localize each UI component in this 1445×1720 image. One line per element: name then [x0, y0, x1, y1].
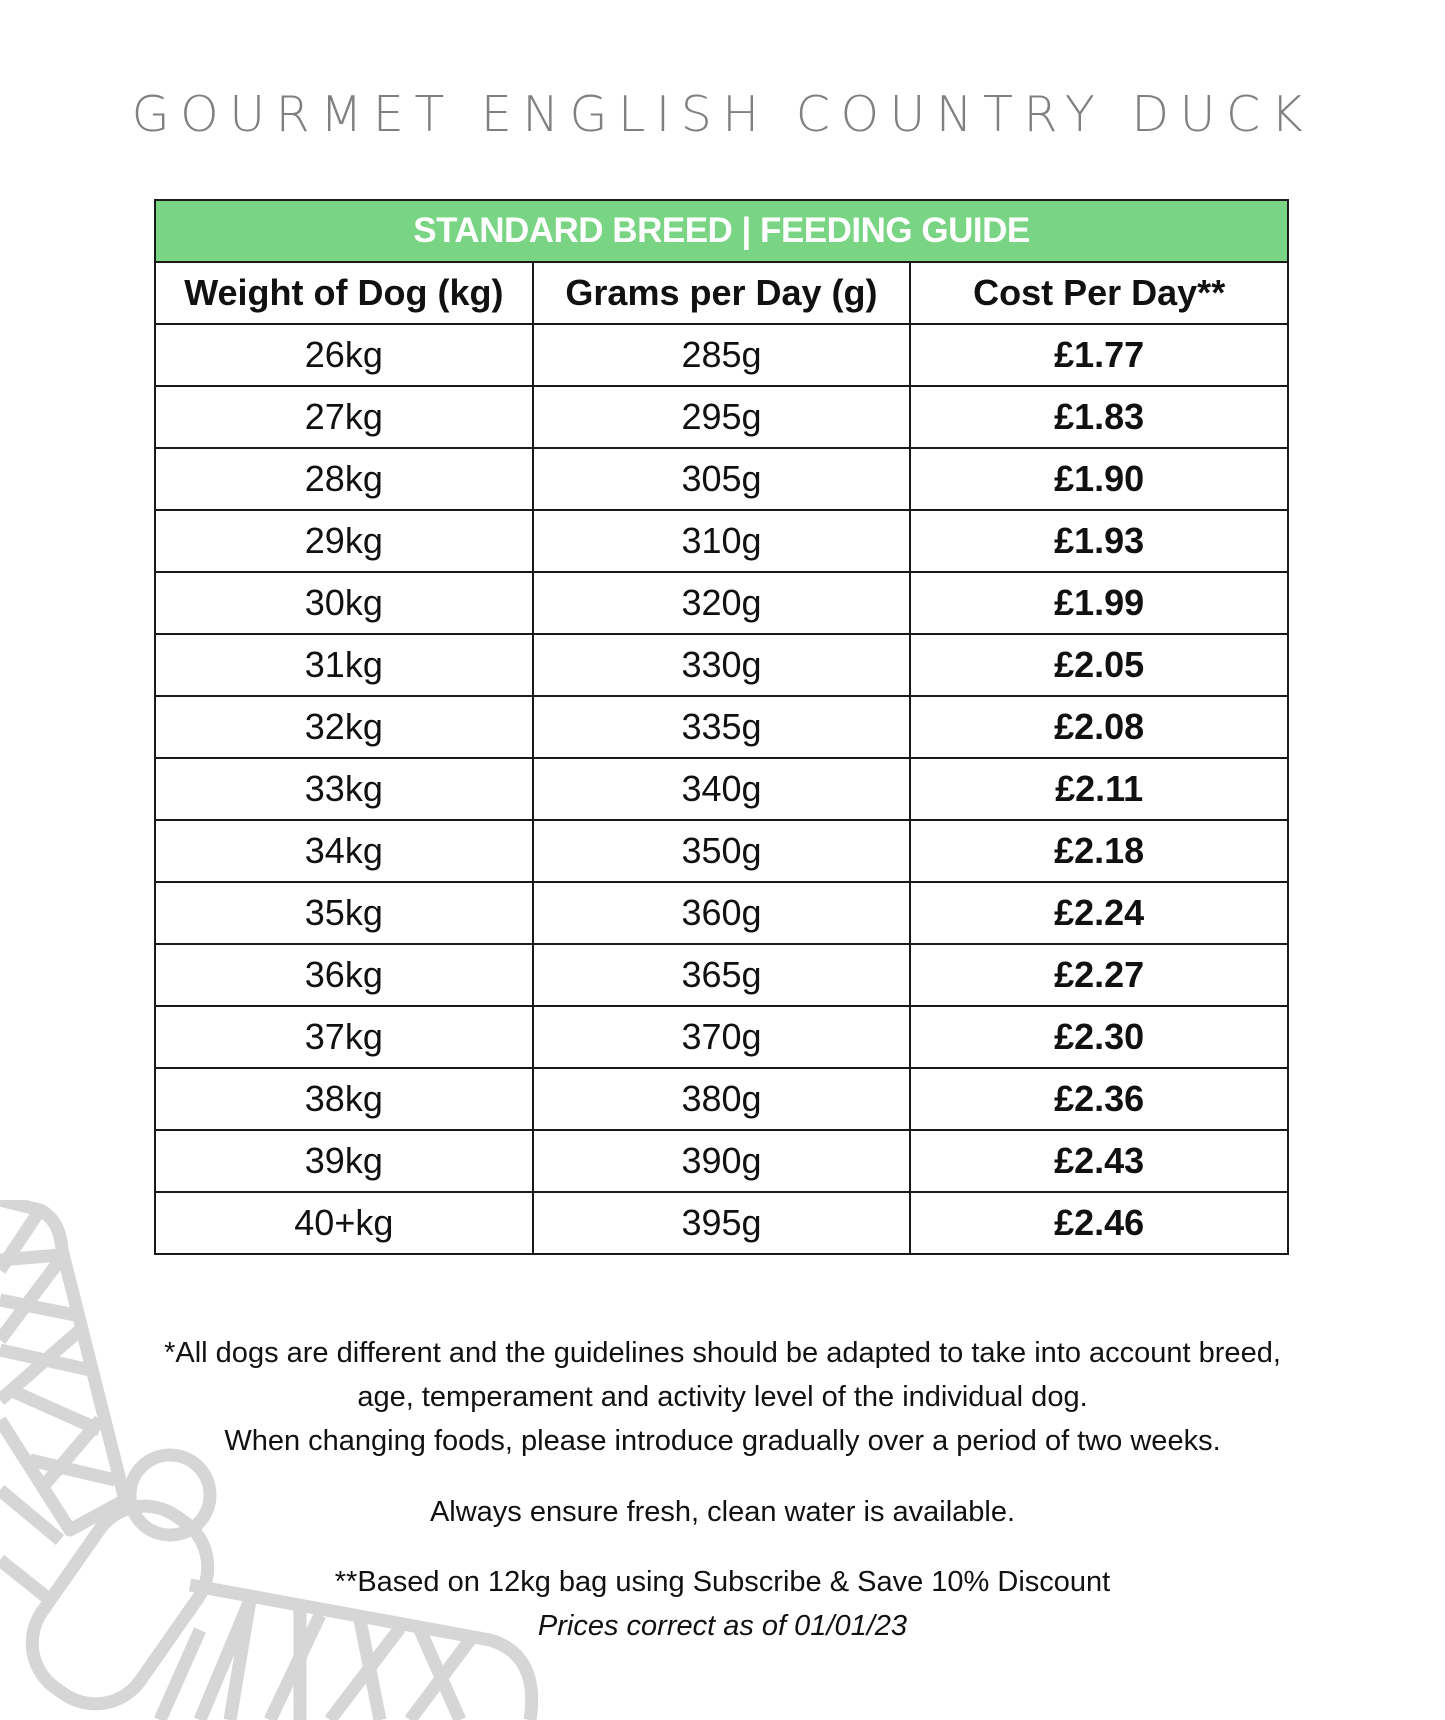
cost-basis-note: **Based on 12kg bag using Subscribe & Sa… — [334, 1566, 1111, 1598]
weight-cell: 39kg — [154, 1129, 534, 1193]
cost-cell: £2.30 — [909, 1005, 1289, 1069]
table-banner: STANDARD BREED | FEEDING GUIDE — [154, 199, 1289, 263]
table-row: 29kg 310g £1.93 — [154, 509, 1289, 573]
table-row: 37kg 370g £2.30 — [154, 1005, 1289, 1069]
table-row: 38kg 380g £2.36 — [154, 1067, 1289, 1131]
feeding-guide-table: STANDARD BREED | FEEDING GUIDE Weight of… — [154, 199, 1289, 1255]
weight-cell: 27kg — [154, 385, 534, 449]
grams-cell: 360g — [531, 881, 912, 945]
note-line-2: age, temperament and activity level of t… — [357, 1381, 1088, 1413]
table-row: 35kg 360g £2.24 — [154, 881, 1289, 945]
cost-cell: £2.11 — [909, 757, 1289, 821]
cost-cell: £2.43 — [909, 1129, 1289, 1193]
weight-cell: 26kg — [154, 323, 534, 387]
weight-cell: 29kg — [154, 509, 534, 573]
header-cost: Cost Per Day** — [909, 261, 1289, 325]
cost-cell: £1.93 — [909, 509, 1289, 573]
weight-cell: 40+kg — [154, 1191, 534, 1255]
grams-cell: 395g — [531, 1191, 912, 1255]
weight-cell: 28kg — [154, 447, 534, 511]
note-line-1: *All dogs are different and the guidelin… — [164, 1337, 1281, 1369]
dragonfly-icon — [0, 1200, 539, 1720]
table-row: 27kg 295g £1.83 — [154, 385, 1289, 449]
table-row: 34kg 350g £2.18 — [154, 819, 1289, 883]
cost-cell: £2.05 — [909, 633, 1289, 697]
weight-cell: 30kg — [154, 571, 534, 635]
grams-cell: 340g — [531, 757, 912, 821]
grams-cell: 390g — [531, 1129, 912, 1193]
grams-cell: 335g — [531, 695, 912, 759]
weight-cell: 31kg — [154, 633, 534, 697]
grams-cell: 365g — [531, 943, 912, 1007]
table-row: 26kg 285g £1.77 — [154, 323, 1289, 387]
grams-cell: 330g — [531, 633, 912, 697]
table-row: 31kg 330g £2.05 — [154, 633, 1289, 697]
grams-cell: 305g — [531, 447, 912, 511]
weight-cell: 38kg — [154, 1067, 534, 1131]
header-weight: Weight of Dog (kg) — [154, 261, 534, 325]
table-row: 39kg 390g £2.43 — [154, 1129, 1289, 1193]
table-row: 40+kg 395g £2.46 — [154, 1191, 1289, 1255]
cost-cell: £2.08 — [909, 695, 1289, 759]
weight-cell: 34kg — [154, 819, 534, 883]
grams-cell: 380g — [531, 1067, 912, 1131]
grams-cell: 320g — [531, 571, 912, 635]
table-row: 28kg 305g £1.90 — [154, 447, 1289, 511]
grams-cell: 295g — [531, 385, 912, 449]
cost-cell: £1.99 — [909, 571, 1289, 635]
cost-cell: £2.36 — [909, 1067, 1289, 1131]
weight-cell: 35kg — [154, 881, 534, 945]
prices-date-note: Prices correct as of 01/01/23 — [537, 1610, 908, 1642]
page-title: GOURMET ENGLISH COUNTRY DUCK — [131, 86, 1314, 143]
grams-cell: 285g — [531, 323, 912, 387]
table-row: 33kg 340g £2.11 — [154, 757, 1289, 821]
grams-cell: 350g — [531, 819, 912, 883]
weight-cell: 36kg — [154, 943, 534, 1007]
cost-cell: £1.83 — [909, 385, 1289, 449]
table-row: 30kg 320g £1.99 — [154, 571, 1289, 635]
grams-cell: 370g — [531, 1005, 912, 1069]
weight-cell: 33kg — [154, 757, 534, 821]
weight-cell: 37kg — [154, 1005, 534, 1069]
note-line-3: When changing foods, please introduce gr… — [224, 1425, 1221, 1457]
cost-cell: £2.24 — [909, 881, 1289, 945]
header-grams: Grams per Day (g) — [531, 261, 912, 325]
water-note: Always ensure fresh, clean water is avai… — [429, 1496, 1016, 1528]
grams-cell: 310g — [531, 509, 912, 573]
cost-cell: £2.46 — [909, 1191, 1289, 1255]
table-row: 32kg 335g £2.08 — [154, 695, 1289, 759]
cost-cell: £2.27 — [909, 943, 1289, 1007]
cost-cell: £2.18 — [909, 819, 1289, 883]
weight-cell: 32kg — [154, 695, 534, 759]
cost-cell: £1.90 — [909, 447, 1289, 511]
table-row: 36kg 365g £2.27 — [154, 943, 1289, 1007]
cost-cell: £1.77 — [909, 323, 1289, 387]
